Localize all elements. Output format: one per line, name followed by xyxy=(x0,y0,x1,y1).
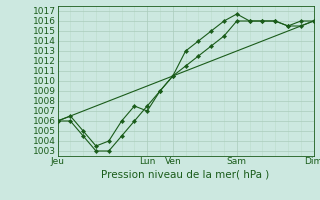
X-axis label: Pression niveau de la mer( hPa ): Pression niveau de la mer( hPa ) xyxy=(101,169,270,179)
